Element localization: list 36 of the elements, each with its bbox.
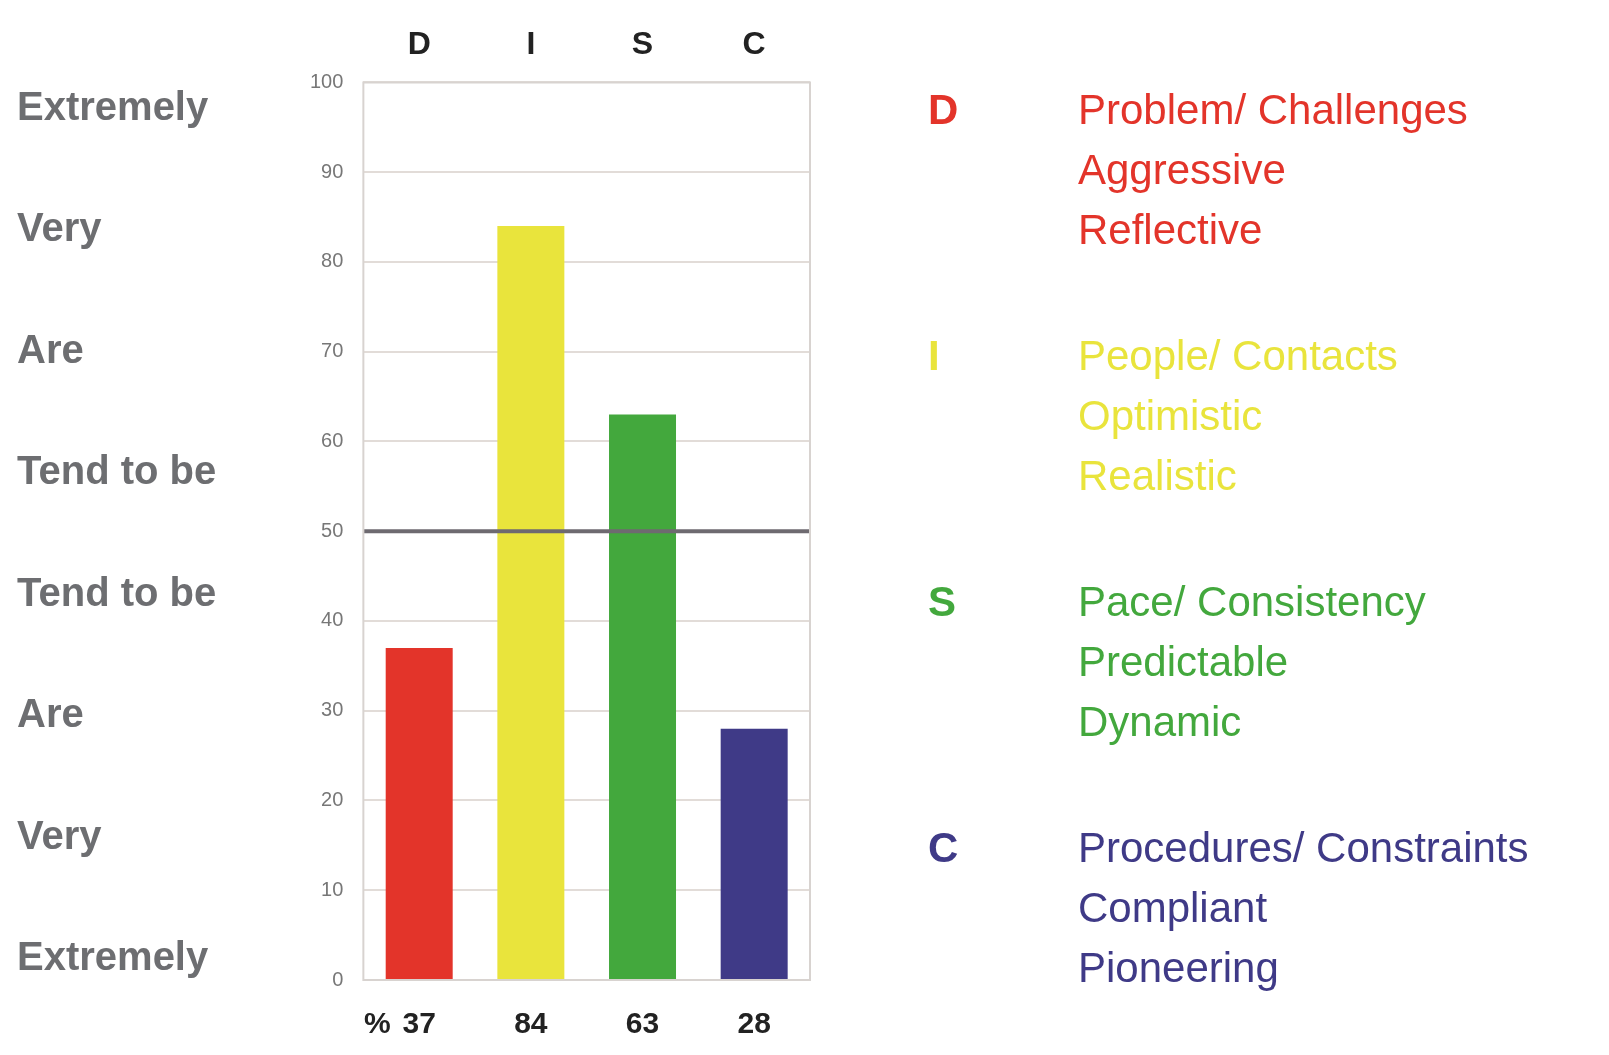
- y-tick-label: 100: [309, 69, 344, 92]
- y-tick-label: 20: [321, 788, 344, 810]
- data-label: 37: [402, 1006, 436, 1040]
- data-label: 63: [625, 1006, 660, 1040]
- y-tick-label: 30: [321, 698, 344, 721]
- x-tick-label: D: [407, 25, 431, 62]
- text: People/ Contacts Optimistic Realistic: [1078, 331, 1398, 501]
- text: Are: [17, 325, 85, 373]
- data-label: 28: [737, 1006, 771, 1040]
- text: Tend to be: [17, 568, 217, 616]
- category-label: D: [928, 86, 959, 133]
- text: Tend to be: [17, 447, 217, 495]
- text: Extremely: [17, 932, 210, 980]
- data-label: 84: [514, 1006, 548, 1040]
- y-tick-label: 80: [321, 249, 344, 272]
- x-tick-label: I: [526, 25, 536, 62]
- x-tick-label: C: [742, 25, 766, 62]
- y-tick-label: 0: [332, 967, 344, 990]
- text: %: [364, 1006, 391, 1040]
- text: Procedures/ Constraints Compliant Pioneering: [1078, 823, 1529, 993]
- category-label: C: [928, 824, 959, 871]
- y-tick-label: 60: [321, 428, 344, 451]
- text: Very: [17, 204, 103, 252]
- y-tick-label: 10: [321, 877, 344, 900]
- text: Are: [17, 690, 85, 738]
- text: Pace/ Consistency Predictable Dynamic: [1078, 577, 1426, 747]
- text: Problem/ Challenges Aggressive Reflective: [1078, 85, 1468, 255]
- x-tick-label: S: [631, 25, 654, 62]
- y-tick-label: 90: [321, 159, 344, 182]
- y-tick-label: 40: [321, 608, 344, 631]
- y-tick-label: 50: [321, 518, 344, 541]
- text: Very: [17, 811, 103, 859]
- category-label: S: [928, 578, 957, 625]
- y-tick-label: 70: [321, 339, 344, 362]
- text: Extremely: [17, 83, 210, 130]
- category-label: I: [928, 332, 940, 379]
